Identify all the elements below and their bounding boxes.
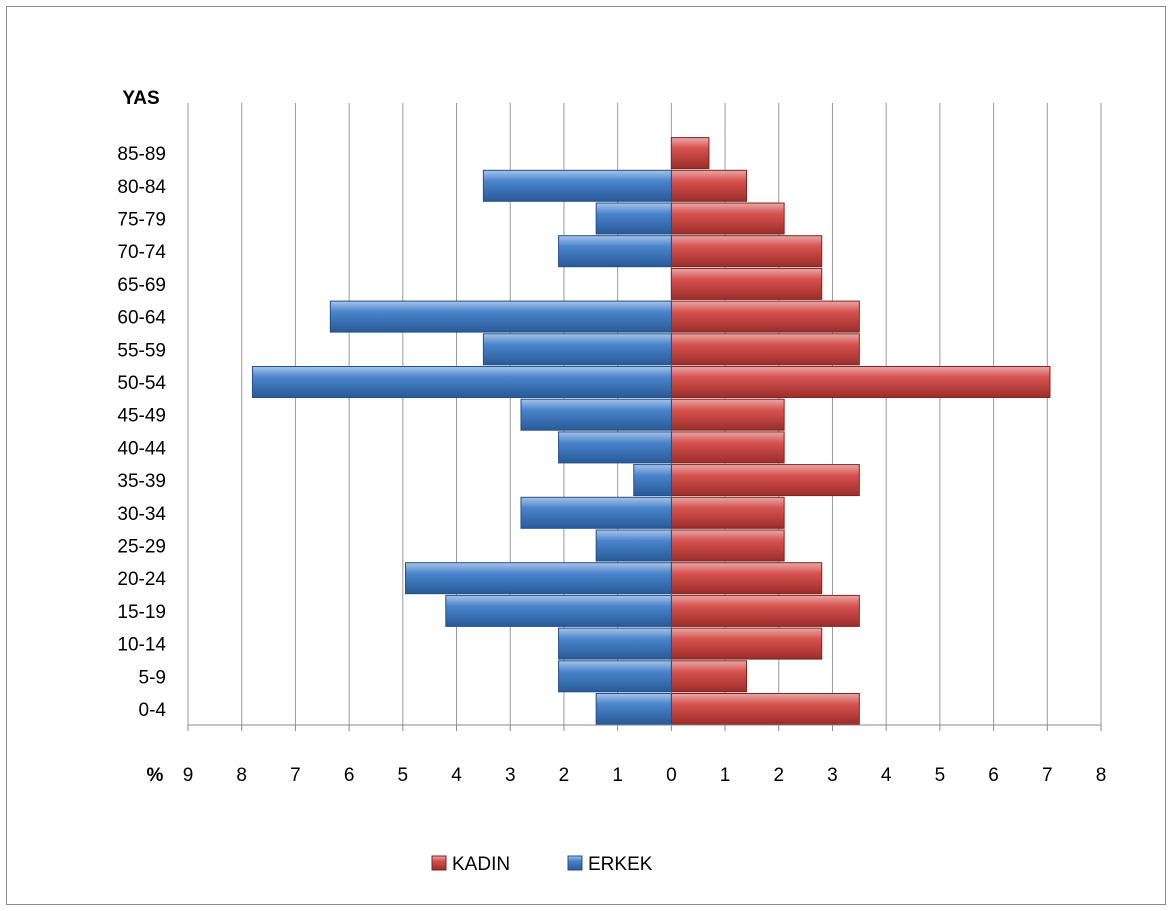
x-tick-label: 7: [1042, 765, 1053, 786]
y-category-label: 35-39: [117, 471, 166, 492]
kadin-bar: [670, 693, 860, 725]
y-category-label: 15-19: [117, 602, 166, 623]
x-tick-label: 4: [451, 765, 462, 786]
erkek-bar: [595, 202, 672, 235]
kadin-bar: [670, 529, 785, 562]
axes: [187, 724, 1102, 731]
x-tick-label: 6: [344, 765, 355, 786]
y-category-label: 80-84: [117, 177, 166, 198]
legend: KADIN ERKEK: [431, 854, 653, 875]
y-category-label: 0-4: [139, 700, 167, 721]
legend-erkek: ERKEK: [567, 854, 653, 875]
kadin-bar: [670, 267, 823, 300]
erkek-bar: [558, 627, 672, 660]
erkek-bar: [558, 431, 672, 464]
x-tick-label: 4: [881, 765, 892, 786]
bars: [251, 137, 1051, 725]
y-category-label: 40-44: [117, 438, 166, 459]
y-category-label: 70-74: [117, 242, 166, 263]
x-tick-label: 5: [935, 765, 946, 786]
x-tick-label: 8: [236, 765, 247, 786]
y-category-label: 25-29: [117, 537, 166, 558]
legend-label: ERKEK: [588, 854, 653, 875]
y-category-label: 55-59: [117, 340, 166, 361]
erkek-bar: [482, 169, 672, 202]
y-category-label: 45-49: [117, 406, 166, 427]
erkek-bar: [633, 464, 672, 497]
x-tick-label: 7: [290, 765, 301, 786]
y-category-label: 85-89: [117, 144, 166, 165]
x-tick-label: 2: [773, 765, 784, 786]
erkek-bar: [482, 333, 672, 366]
erkek-bar: [251, 366, 672, 398]
erkek-bar: [558, 660, 672, 693]
kadin-bar: [670, 137, 710, 170]
y-axis-title: YAS: [122, 88, 159, 109]
legend-kadin: KADIN: [431, 854, 510, 875]
x-tick-label: 8: [1096, 765, 1107, 786]
erkek-bar: [595, 693, 672, 725]
y-category-label: 30-34: [117, 504, 166, 525]
x-tick-label: 6: [988, 765, 999, 786]
kadin-bar: [670, 169, 748, 202]
erkek-bar: [558, 235, 672, 268]
y-category-label: 10-14: [117, 635, 166, 656]
legend-swatch: [567, 855, 583, 871]
y-category-label: 75-79: [117, 210, 166, 231]
x-tick-label: 1: [720, 765, 731, 786]
erkek-bar: [405, 562, 672, 595]
kadin-bar: [670, 594, 860, 627]
kadin-bar: [670, 431, 785, 464]
x-tick-label: 3: [505, 765, 516, 786]
tick-labels: 9 8 7 6 5 4 3 2 1 0 1 2 3 4 5 6 7 8 0-4 5-9 10-14 15-19 20-24 2…: [117, 144, 1106, 786]
legend-swatch: [431, 855, 447, 871]
kadin-bar: [670, 333, 860, 366]
y-category-label: 60-64: [117, 308, 166, 329]
x-tick-label: 9: [183, 765, 194, 786]
legend-label: KADIN: [452, 854, 510, 875]
erkek-bar: [520, 496, 672, 529]
x-tick-label: 5: [398, 765, 409, 786]
erkek-bar: [329, 300, 672, 333]
kadin-bar: [670, 202, 785, 235]
kadin-bar: [670, 660, 748, 693]
x-tick-label: 0: [666, 765, 677, 786]
kadin-bar: [670, 464, 860, 497]
x-axis-title: %: [147, 765, 164, 786]
y-category-label: 5-9: [139, 667, 166, 688]
y-category-label: 50-54: [117, 373, 166, 394]
kadin-bar: [670, 562, 823, 595]
x-tick-label: 1: [612, 765, 623, 786]
kadin-bar: [670, 366, 1051, 398]
erkek-bar: [595, 529, 672, 562]
kadin-bar: [670, 300, 860, 333]
erkek-bar: [520, 398, 672, 431]
erkek-bar: [445, 594, 672, 627]
kadin-bar: [670, 627, 823, 660]
kadin-bar: [670, 398, 785, 431]
kadin-bar: [670, 235, 823, 268]
x-tick-label: 2: [559, 765, 570, 786]
y-category-label: 20-24: [117, 569, 166, 590]
kadin-bar: [670, 496, 785, 529]
x-tick-label: 3: [827, 765, 838, 786]
y-category-label: 65-69: [117, 275, 166, 296]
